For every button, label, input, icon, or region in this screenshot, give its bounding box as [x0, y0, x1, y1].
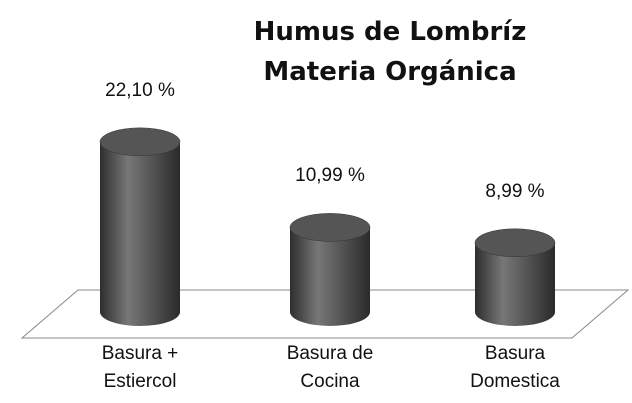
value-label: 22,10 %: [105, 79, 175, 101]
value-label: 10,99 %: [295, 165, 365, 187]
bar-top: [289, 213, 371, 242]
x-tick-label: Basura Domestica: [470, 343, 560, 392]
chart-title: Humus de Lombríz Materia Orgánica: [253, 17, 527, 87]
x-tick-label: Basura + Estiercol: [101, 343, 179, 392]
x-tick-label: Basura de Cocina: [286, 343, 374, 392]
bar-top: [474, 228, 556, 258]
bar: [100, 141, 180, 312]
bar-top: [99, 127, 181, 157]
value-label: 8,99 %: [485, 180, 545, 202]
